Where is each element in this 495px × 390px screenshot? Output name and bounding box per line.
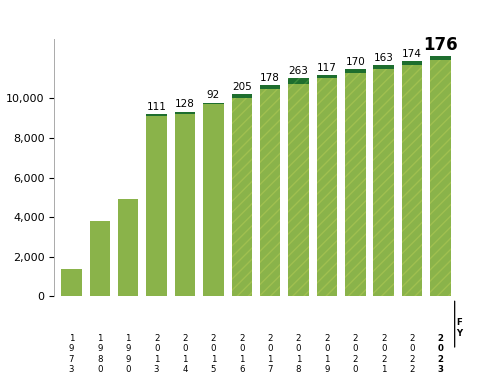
Text: 2
0
1
3: 2 0 1 3: [154, 334, 159, 374]
Text: 2
0
1
8: 2 0 1 8: [296, 334, 301, 374]
Bar: [232, 94, 252, 98]
Text: 163: 163: [374, 53, 394, 63]
Bar: [203, 103, 224, 105]
Text: 1
9
9
0: 1 9 9 0: [126, 334, 131, 374]
Text: 263: 263: [289, 66, 308, 76]
Bar: [203, 105, 224, 296]
Text: 205: 205: [232, 82, 251, 92]
Bar: [289, 83, 309, 296]
Text: 1
9
8
0: 1 9 8 0: [97, 334, 102, 374]
Bar: [374, 69, 394, 296]
Bar: [345, 73, 365, 296]
Text: 1
9
7
3: 1 9 7 3: [69, 334, 74, 374]
Text: 2
0
1
4: 2 0 1 4: [182, 334, 188, 374]
Text: 2
0
1
6: 2 0 1 6: [239, 334, 245, 374]
Bar: [260, 85, 280, 89]
Text: 176: 176: [423, 36, 458, 54]
Bar: [317, 78, 337, 296]
Bar: [118, 199, 139, 296]
Text: F
Y: F Y: [456, 318, 462, 338]
Bar: [147, 116, 167, 296]
Bar: [147, 114, 167, 116]
Bar: [345, 73, 365, 296]
Bar: [175, 114, 195, 296]
Text: 2
0
2
3: 2 0 2 3: [438, 334, 444, 374]
Bar: [430, 60, 451, 296]
Text: 92: 92: [207, 90, 220, 100]
Text: 2
0
1
7: 2 0 1 7: [267, 334, 273, 374]
Text: 128: 128: [175, 99, 195, 109]
Bar: [374, 66, 394, 69]
Bar: [289, 78, 309, 83]
Text: 2
0
2
2: 2 0 2 2: [409, 334, 415, 374]
Text: 2
0
1
5: 2 0 1 5: [211, 334, 216, 374]
Bar: [90, 221, 110, 296]
Bar: [345, 69, 365, 73]
Bar: [232, 98, 252, 296]
Bar: [317, 75, 337, 78]
Text: 2
0
1
9: 2 0 1 9: [324, 334, 330, 374]
Bar: [374, 69, 394, 296]
Text: 111: 111: [147, 102, 167, 112]
Bar: [430, 56, 451, 60]
Bar: [317, 78, 337, 296]
Text: 178: 178: [260, 73, 280, 83]
Bar: [402, 65, 422, 296]
Bar: [402, 61, 422, 65]
Text: 2
0
2
0: 2 0 2 0: [352, 334, 358, 374]
Bar: [430, 60, 451, 296]
Bar: [232, 98, 252, 296]
Bar: [61, 269, 82, 296]
Text: 174: 174: [402, 49, 422, 59]
Text: 170: 170: [346, 57, 365, 67]
Bar: [175, 112, 195, 114]
Bar: [260, 89, 280, 296]
Bar: [289, 83, 309, 296]
Text: 117: 117: [317, 63, 337, 73]
Bar: [402, 65, 422, 296]
Bar: [260, 89, 280, 296]
Bar: [289, 78, 309, 83]
Text: 2
0
2
1: 2 0 2 1: [381, 334, 387, 374]
